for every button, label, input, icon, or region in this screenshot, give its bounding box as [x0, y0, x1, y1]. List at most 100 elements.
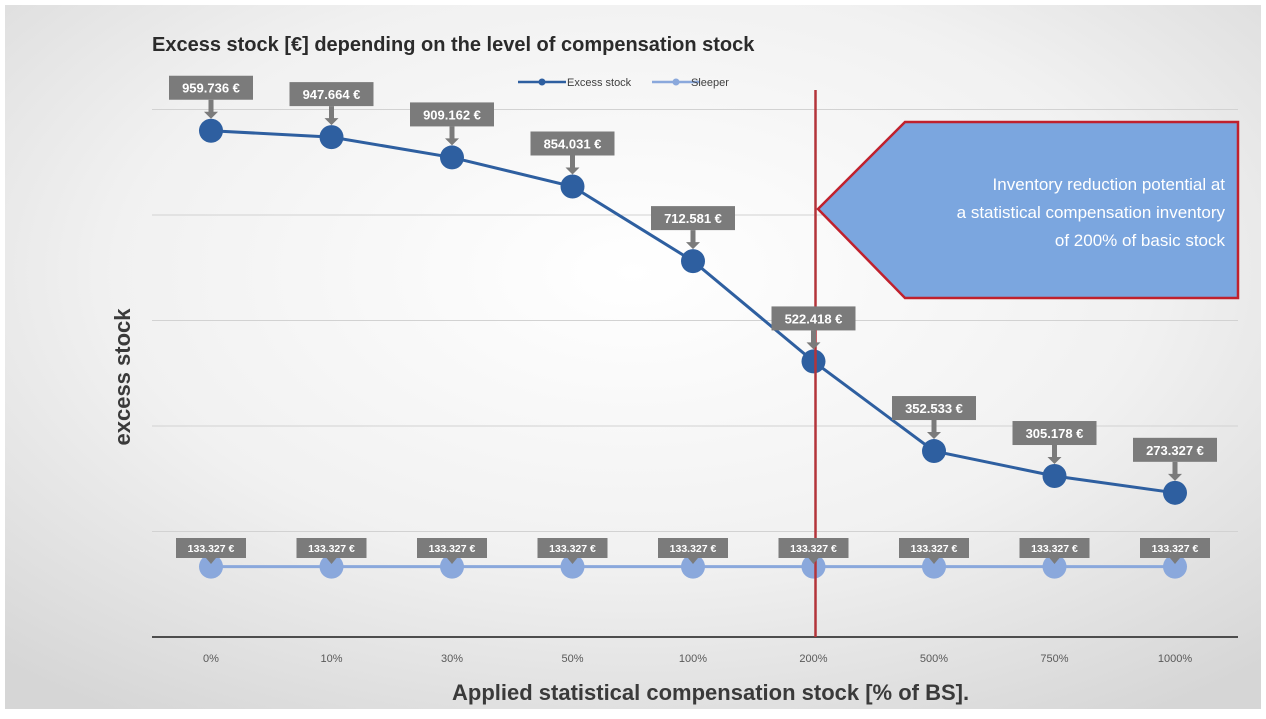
data-label-1: 133.327 €	[296, 538, 367, 564]
data-label-0: 522.418 €	[771, 306, 856, 350]
data-label-arrow	[567, 558, 578, 564]
series-0-point	[560, 174, 585, 199]
data-label-0: 947.664 €	[289, 82, 374, 126]
series-1-point	[199, 554, 223, 579]
x-tick-label: 500%	[920, 653, 948, 665]
x-tick-label: 200%	[799, 653, 827, 665]
x-tick-label: 100%	[679, 653, 707, 665]
data-label-box	[778, 538, 849, 558]
data-label-1: 133.327 €	[899, 538, 969, 564]
data-label-box	[417, 538, 487, 558]
data-label-box	[892, 396, 976, 421]
x-tick-label: 0%	[203, 653, 219, 665]
data-label-arrow	[929, 558, 939, 564]
x-tick-label: 750%	[1040, 653, 1068, 665]
chart-title: Excess stock [€] depending on the level …	[152, 34, 755, 56]
x-tick-label: 1000%	[1158, 653, 1192, 665]
series-0-point	[1163, 480, 1187, 505]
data-label-box	[296, 538, 367, 558]
data-label-text: 133.327 €	[911, 543, 958, 555]
series-1-point	[1163, 554, 1187, 579]
callout-box	[816, 120, 1240, 300]
series-1-point	[560, 554, 585, 579]
callout-line-1: Inventory reduction potential at	[993, 175, 1226, 194]
legend-sleeper-label: Sleeper	[691, 77, 729, 89]
data-label-1: 133.327 €	[658, 538, 728, 564]
data-label-box	[771, 306, 856, 331]
data-label-0: 712.581 €	[651, 206, 735, 250]
callout: Inventory reduction potential at a stati…	[816, 120, 1240, 300]
data-label-box	[1133, 437, 1217, 462]
data-label-text: 947.664 €	[303, 87, 361, 102]
x-tick-label: 50%	[561, 653, 583, 665]
data-label-box	[658, 538, 728, 558]
data-label-arrow	[1047, 445, 1062, 465]
series-1-point	[681, 554, 705, 579]
data-label-arrow	[1170, 558, 1180, 564]
data-label-0: 959.736 €	[169, 75, 253, 119]
legend-excess-marker	[538, 78, 546, 86]
y-axis-label: excess stock	[110, 308, 135, 446]
data-label-arrow	[927, 420, 941, 440]
data-label-1: 133.327 €	[417, 538, 487, 564]
data-label-0: 352.533 €	[892, 396, 976, 440]
data-label-box	[176, 538, 246, 558]
data-label-0: 305.178 €	[1012, 421, 1097, 465]
series-0-point	[319, 125, 344, 150]
series-1-point	[319, 554, 344, 579]
legend-excess-label: Excess stock	[567, 77, 632, 89]
data-label-arrow	[1049, 558, 1060, 564]
legend: Excess stock Sleeper	[518, 77, 729, 89]
data-label-text: 133.327 €	[1152, 543, 1199, 555]
series-1-point	[440, 554, 464, 579]
series-0-point	[922, 439, 946, 464]
series-0-point	[199, 118, 223, 143]
data-label-text: 133.327 €	[1031, 543, 1078, 555]
data-label-text: 133.327 €	[670, 543, 717, 555]
data-label-box	[1019, 538, 1090, 558]
data-label-text: 909.162 €	[423, 107, 481, 122]
series-0-point	[801, 349, 826, 374]
series-0-point	[681, 249, 705, 274]
data-label-box	[289, 82, 374, 107]
data-label-box	[899, 538, 969, 558]
data-label-box	[1140, 538, 1210, 558]
x-tick-label: 30%	[441, 653, 463, 665]
data-label-text: 133.327 €	[790, 543, 837, 555]
series	[199, 118, 1187, 579]
data-label-arrow	[445, 126, 459, 146]
data-label-box	[530, 131, 615, 156]
series-1-point	[922, 554, 946, 579]
series-0-point	[1042, 464, 1067, 489]
data-label-text: 305.178 €	[1026, 426, 1084, 441]
series-0-point	[440, 145, 464, 170]
x-axis-label: Applied statistical compensation stock […	[452, 680, 969, 705]
data-label-1: 133.327 €	[1019, 538, 1090, 564]
data-label-1: 133.327 €	[176, 538, 246, 564]
data-label-1: 133.327 €	[1140, 538, 1210, 564]
series-1-point	[801, 554, 826, 579]
data-label-arrow	[326, 558, 337, 564]
data-label-text: 854.031 €	[544, 136, 602, 151]
data-label-text: 959.736 €	[182, 81, 240, 96]
data-label-arrow	[447, 558, 457, 564]
data-label-arrow	[204, 99, 218, 119]
data-label-box	[410, 102, 494, 127]
x-tick-labels: 0% 10% 30% 50% 100% 200% 500% 750% 1000%	[203, 653, 1192, 665]
chart-background	[5, 5, 1261, 709]
data-label-0: 909.162 €	[410, 102, 494, 146]
data-label-0: 854.031 €	[530, 131, 615, 175]
data-label-1: 133.327 €	[537, 538, 608, 564]
data-label-1: 133.327 €	[778, 538, 849, 564]
data-label-arrow	[206, 558, 216, 564]
data-label-arrow	[565, 155, 580, 175]
data-label-box	[1012, 421, 1097, 446]
x-tick-label: 10%	[320, 653, 342, 665]
data-label-arrow	[686, 230, 700, 250]
data-label-text: 352.533 €	[905, 401, 963, 416]
data-label-arrow	[806, 330, 821, 350]
data-label-0: 273.327 €	[1133, 437, 1217, 481]
data-label-arrow	[808, 558, 819, 564]
